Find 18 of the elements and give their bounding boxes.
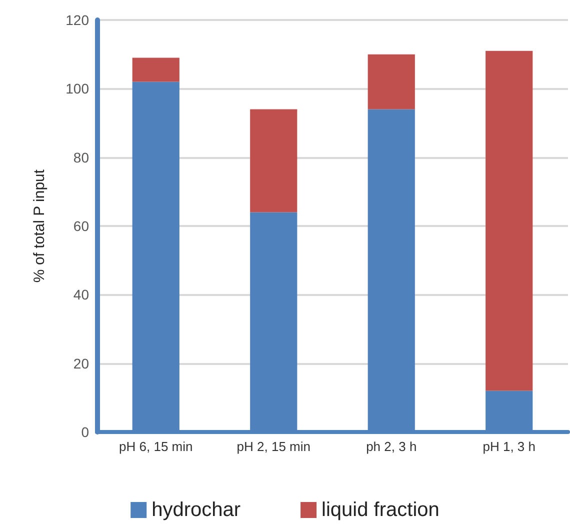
y-tick-label: 20 xyxy=(73,355,90,372)
bar xyxy=(486,50,533,391)
x-tick-label: pH 6, 15 min xyxy=(119,439,193,454)
y-tick-label: 120 xyxy=(66,12,90,28)
x-tick-label: pH 2, 15 min xyxy=(236,439,310,454)
x-tick-label: pH 1, 3 h xyxy=(482,439,536,454)
y-axis-title: % of total P input xyxy=(31,168,48,283)
bar xyxy=(132,58,180,82)
y-tick-label: 40 xyxy=(73,286,90,303)
y-tick-label: 80 xyxy=(73,149,90,166)
y-tick-label: 60 xyxy=(73,218,90,234)
y-tick-label: 100 xyxy=(66,80,90,97)
bar xyxy=(368,54,415,110)
legend-label: liquid fraction xyxy=(322,499,440,521)
bar xyxy=(250,109,298,212)
legend-label: hydrochar xyxy=(152,499,241,521)
y-tick-label: 0 xyxy=(81,424,90,440)
x-tick-label: ph 2, 3 h xyxy=(366,439,417,454)
